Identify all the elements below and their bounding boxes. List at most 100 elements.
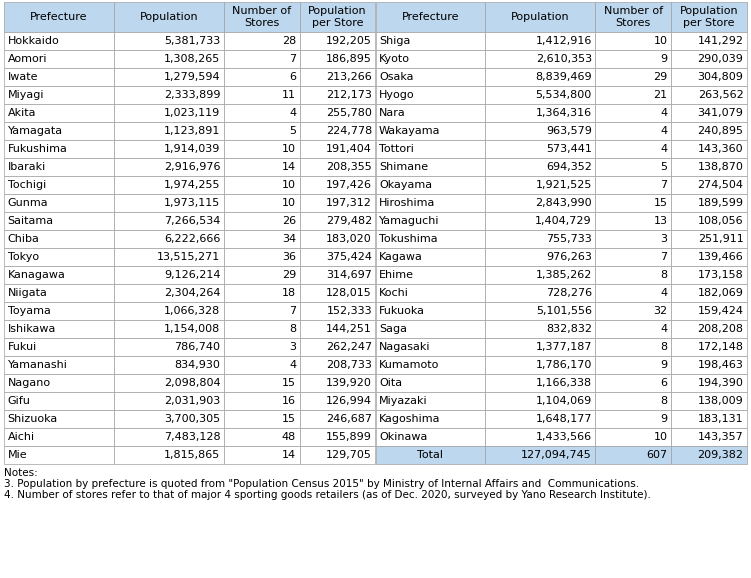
Bar	[4, 446, 114, 464]
Text: 341,079: 341,079	[698, 108, 743, 118]
Bar	[4, 86, 114, 104]
Bar	[485, 230, 596, 248]
Text: 4: 4	[661, 324, 668, 334]
Text: Yamanashi: Yamanashi	[8, 360, 68, 370]
Text: 728,276: 728,276	[546, 288, 592, 298]
Text: Population: Population	[140, 12, 198, 22]
Text: 3,700,305: 3,700,305	[164, 414, 220, 424]
Bar	[671, 410, 747, 428]
Text: Shiga: Shiga	[379, 36, 410, 46]
Text: 138,009: 138,009	[698, 396, 743, 406]
Text: Niigata: Niigata	[8, 288, 47, 298]
Bar	[114, 176, 224, 194]
Bar	[671, 446, 747, 464]
Text: Tokyo: Tokyo	[8, 252, 38, 262]
Bar	[671, 284, 747, 302]
Bar	[300, 212, 376, 230]
Bar	[376, 248, 485, 266]
Bar	[4, 68, 114, 86]
Bar	[4, 230, 114, 248]
Bar	[671, 176, 747, 194]
Text: 1,364,316: 1,364,316	[535, 108, 592, 118]
Text: 29: 29	[282, 270, 296, 280]
Text: 139,466: 139,466	[698, 252, 743, 262]
Bar	[224, 176, 300, 194]
Text: 1,412,916: 1,412,916	[535, 36, 592, 46]
Text: 4: 4	[289, 108, 296, 118]
Bar	[114, 194, 224, 212]
Bar	[300, 410, 376, 428]
Text: Ishikawa: Ishikawa	[8, 324, 56, 334]
Bar	[485, 392, 596, 410]
Bar	[671, 32, 747, 50]
Text: 197,312: 197,312	[326, 198, 372, 208]
Text: Osaka: Osaka	[379, 72, 414, 82]
Bar	[114, 446, 224, 464]
Text: 2,333,899: 2,333,899	[164, 90, 220, 100]
Bar	[4, 410, 114, 428]
Text: 834,930: 834,930	[174, 360, 220, 370]
Bar	[485, 248, 596, 266]
Text: 1,377,187: 1,377,187	[535, 342, 592, 352]
Bar	[376, 284, 485, 302]
Text: 1,154,008: 1,154,008	[164, 324, 220, 334]
Text: 15: 15	[282, 378, 296, 388]
Bar	[224, 356, 300, 374]
Text: 182,069: 182,069	[698, 288, 743, 298]
Text: 607: 607	[647, 450, 668, 460]
Bar	[671, 392, 747, 410]
Text: 1,066,328: 1,066,328	[164, 306, 220, 316]
Bar	[114, 284, 224, 302]
Text: 1,433,566: 1,433,566	[535, 432, 592, 442]
Text: 262,247: 262,247	[326, 342, 372, 352]
Bar	[671, 104, 747, 122]
Text: 209,382: 209,382	[698, 450, 743, 460]
Bar	[485, 284, 596, 302]
Text: Population: Population	[511, 12, 570, 22]
Bar	[300, 158, 376, 176]
Bar	[224, 68, 300, 86]
Text: 2,610,353: 2,610,353	[535, 54, 592, 64]
Bar	[671, 320, 747, 338]
Text: 21: 21	[653, 90, 668, 100]
Text: Toyama: Toyama	[8, 306, 50, 316]
Text: Nagasaki: Nagasaki	[379, 342, 430, 352]
Bar	[485, 158, 596, 176]
Text: 208,208: 208,208	[698, 324, 743, 334]
Text: Shizuoka: Shizuoka	[8, 414, 58, 424]
Bar	[671, 338, 747, 356]
Text: 32: 32	[653, 306, 668, 316]
Text: Yamagata: Yamagata	[8, 126, 62, 136]
Text: 143,360: 143,360	[698, 144, 743, 154]
Bar	[4, 302, 114, 320]
Text: 9,126,214: 9,126,214	[164, 270, 220, 280]
Bar	[596, 86, 671, 104]
Text: 251,911: 251,911	[698, 234, 743, 244]
Bar	[671, 212, 747, 230]
Bar	[671, 86, 747, 104]
Bar	[114, 86, 224, 104]
Text: 4. Number of stores refer to that of major 4 sporting goods retailers (as of Dec: 4. Number of stores refer to that of maj…	[4, 490, 651, 500]
Bar	[114, 158, 224, 176]
Text: 263,562: 263,562	[698, 90, 743, 100]
Bar	[224, 266, 300, 284]
Bar	[376, 320, 485, 338]
Text: 314,697: 314,697	[326, 270, 372, 280]
Bar	[596, 140, 671, 158]
Text: 375,424: 375,424	[326, 252, 372, 262]
Text: 143,357: 143,357	[698, 432, 743, 442]
Text: Number of
Stores: Number of Stores	[232, 6, 291, 28]
Text: 2,304,264: 2,304,264	[164, 288, 220, 298]
Text: 832,832: 832,832	[546, 324, 592, 334]
Bar	[300, 104, 376, 122]
Text: Oita: Oita	[379, 378, 402, 388]
Bar	[300, 302, 376, 320]
Text: Saga: Saga	[379, 324, 407, 334]
Bar	[4, 122, 114, 140]
Bar	[596, 356, 671, 374]
Bar	[596, 338, 671, 356]
Bar	[376, 68, 485, 86]
Bar	[300, 266, 376, 284]
Text: 274,504: 274,504	[698, 180, 743, 190]
Bar	[596, 302, 671, 320]
